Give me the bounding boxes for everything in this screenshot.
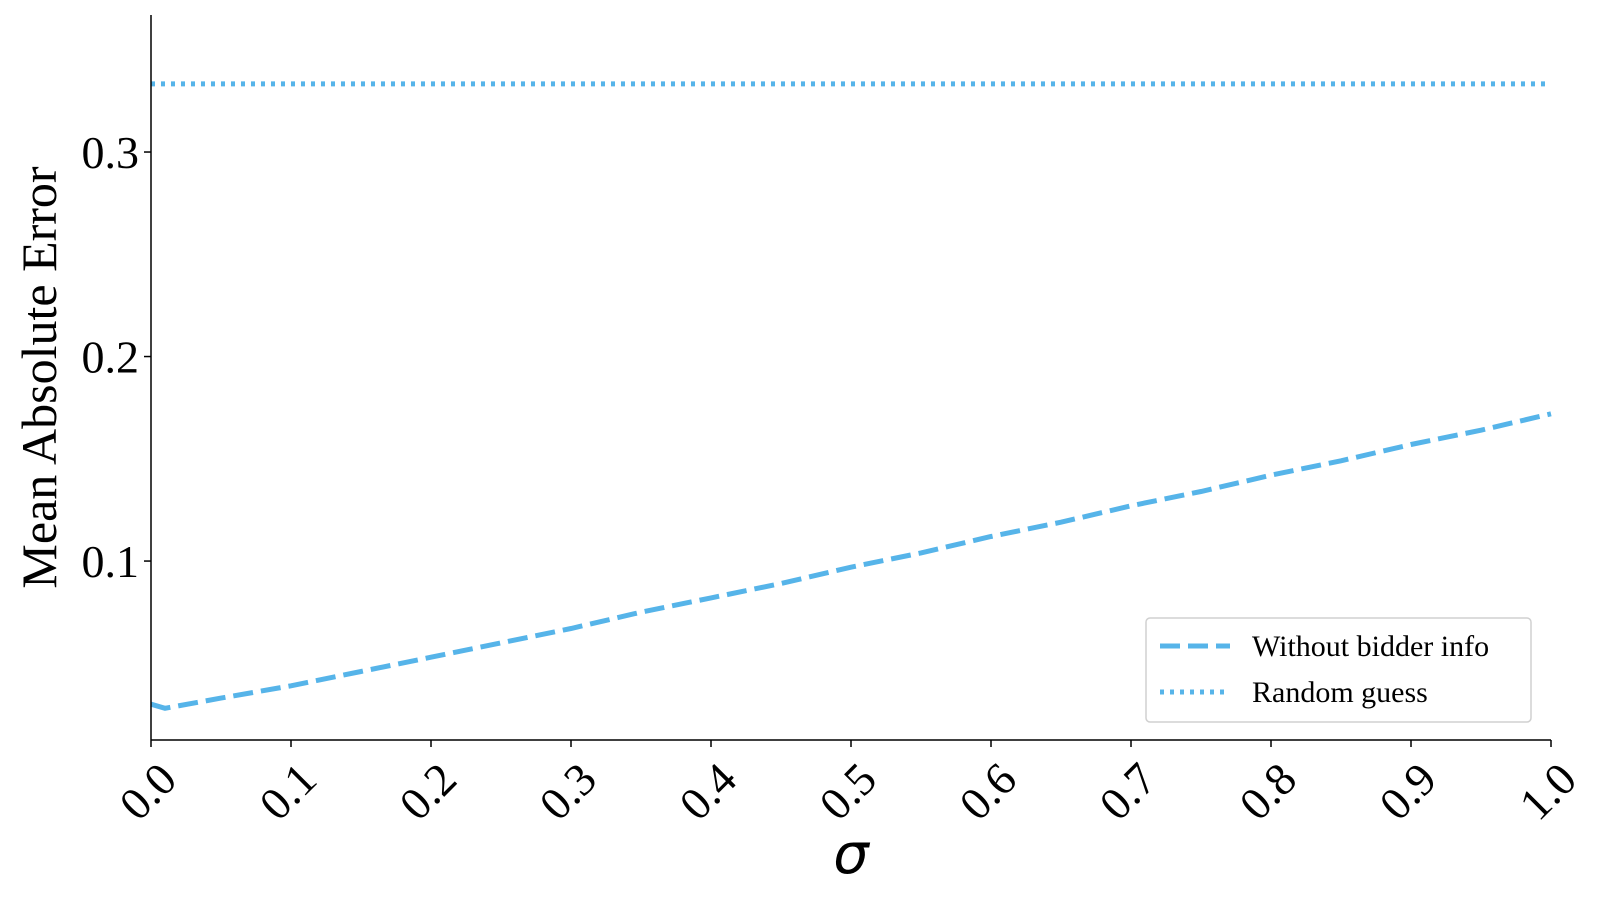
y-tick-label: 0.3 bbox=[82, 127, 140, 178]
y-axis-label: Mean Absolute Error bbox=[11, 166, 67, 588]
x-tick-label: 1.0 bbox=[1509, 753, 1586, 830]
x-axis-label: σ bbox=[833, 822, 870, 887]
series-layer bbox=[150, 81, 1552, 711]
x-tick-label: 0.0 bbox=[109, 753, 186, 830]
x-tick-label: 0.7 bbox=[1089, 753, 1166, 830]
y-tick-label: 0.1 bbox=[82, 536, 140, 587]
legend: Without bidder info Random guess bbox=[1145, 617, 1532, 723]
legend-box bbox=[1145, 617, 1532, 723]
legend-label-random-guess: Random guess bbox=[1252, 676, 1428, 709]
y-axis-ticks: 0.1 0.2 0.3 bbox=[82, 127, 151, 587]
x-tick-label: 0.6 bbox=[949, 753, 1026, 830]
x-tick-label: 0.8 bbox=[1229, 753, 1306, 830]
x-tick-label: 0.3 bbox=[529, 753, 606, 830]
legend-label-without-bidder-info: Without bidder info bbox=[1252, 630, 1489, 663]
x-tick-label: 0.9 bbox=[1369, 753, 1446, 830]
x-tick-label: 0.5 bbox=[809, 753, 886, 830]
x-tick-label: 0.1 bbox=[249, 753, 326, 830]
y-tick-label: 0.2 bbox=[82, 332, 140, 383]
series-line-0 bbox=[150, 411, 1552, 711]
x-tick-label: 0.4 bbox=[669, 753, 746, 830]
x-axis-ticks: 0.0 0.1 0.2 0.3 0.4 0.5 0.6 0.7 0.8 0.9 1.0 bbox=[109, 740, 1586, 830]
x-tick-label: 0.2 bbox=[389, 753, 466, 830]
